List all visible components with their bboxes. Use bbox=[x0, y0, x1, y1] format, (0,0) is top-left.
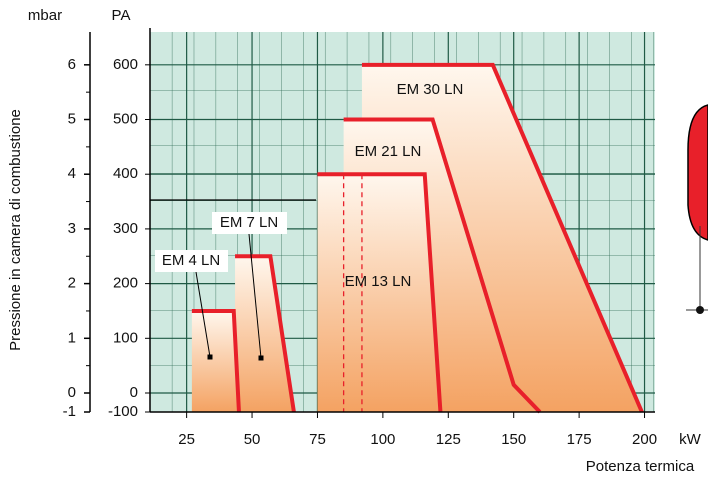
x-tick-label: 150 bbox=[501, 431, 526, 448]
label-pointer bbox=[248, 233, 262, 359]
field-area bbox=[235, 256, 294, 412]
y2-tick-label: 1 bbox=[68, 329, 76, 346]
y2-tick-label: 5 bbox=[68, 110, 76, 127]
x-unit: kW bbox=[679, 431, 702, 448]
x-tick-label: 125 bbox=[436, 431, 461, 448]
label-pointer-end bbox=[207, 354, 213, 360]
x-tick-label: 25 bbox=[178, 431, 195, 448]
field-area bbox=[191, 310, 239, 412]
series-label: EM 30 LN bbox=[397, 81, 464, 98]
y-tick-label: 300 bbox=[113, 220, 138, 237]
y-axis-title: Pressione in camera di combustione bbox=[7, 109, 24, 351]
x-tick-label: 100 bbox=[370, 431, 395, 448]
series-label-box bbox=[155, 250, 228, 272]
y-tick-label: 400 bbox=[113, 165, 138, 182]
series-label: EM 21 LN bbox=[355, 143, 422, 160]
field-outline bbox=[191, 308, 241, 413]
x-tick-label: 175 bbox=[567, 431, 592, 448]
y2-tick-label: -1 bbox=[63, 403, 76, 420]
x-tick-label: 200 bbox=[632, 431, 657, 448]
y2-tick-label: 2 bbox=[68, 275, 76, 292]
x-axis-title: Potenza termica bbox=[586, 458, 695, 475]
field-outline bbox=[235, 254, 296, 413]
field-area bbox=[317, 174, 441, 412]
y-tick-label: 0 bbox=[130, 384, 138, 401]
y-tick-label: 500 bbox=[113, 110, 138, 127]
field-outline bbox=[361, 62, 644, 413]
series-label-box bbox=[212, 212, 287, 234]
series-label: EM 7 LN bbox=[220, 214, 278, 231]
y-tick-label: 200 bbox=[113, 275, 138, 292]
y2-tick-label: 3 bbox=[68, 220, 76, 237]
series-label: EM 13 LN bbox=[345, 273, 412, 290]
y-unit: PA bbox=[112, 7, 131, 24]
label-pointer-end bbox=[258, 355, 264, 361]
y2-tick-label: 6 bbox=[68, 56, 76, 73]
x-tick-label: 75 bbox=[309, 431, 326, 448]
field-outline bbox=[317, 172, 443, 413]
series-label: EM 4 LN bbox=[162, 252, 220, 269]
y2-tick-label: 4 bbox=[68, 165, 76, 182]
y2-unit: mbar bbox=[28, 7, 62, 24]
y-tick-label: 600 bbox=[113, 56, 138, 73]
y-tick-label: -100 bbox=[108, 403, 138, 420]
label-pointer bbox=[195, 271, 211, 358]
x-tick-label: 50 bbox=[244, 431, 261, 448]
y-tick-label: 100 bbox=[113, 329, 138, 346]
field-outline bbox=[343, 117, 542, 414]
y2-tick-label: 0 bbox=[68, 384, 76, 401]
side-device bbox=[686, 104, 708, 314]
